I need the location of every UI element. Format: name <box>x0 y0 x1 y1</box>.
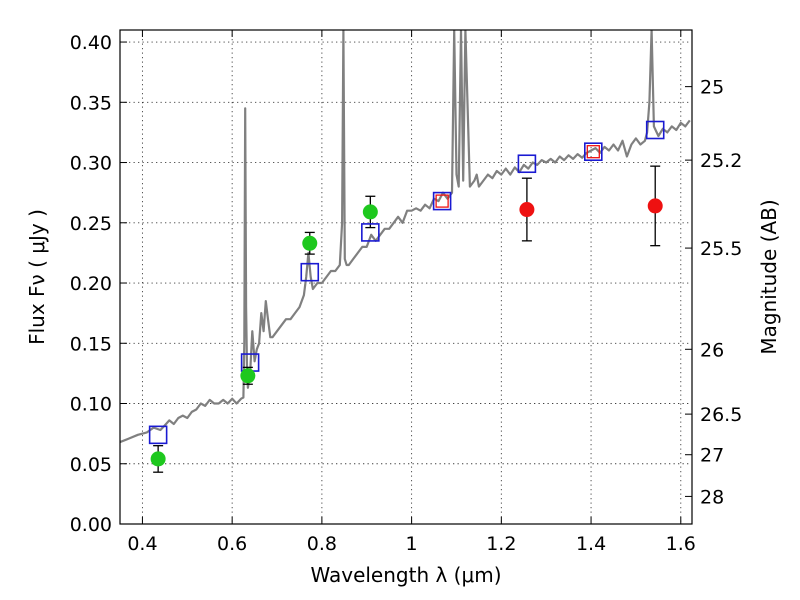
photometry-point <box>647 198 663 214</box>
y-tick-label: 0.30 <box>70 153 112 175</box>
right-axis-label: Magnitude (AB) <box>757 199 781 354</box>
mag-tick-label: 28 <box>700 486 724 508</box>
photometry-point <box>362 204 378 220</box>
x-tick-label: 1.2 <box>486 533 516 555</box>
model-square-marker <box>517 154 537 174</box>
y-tick-label: 0.00 <box>70 514 112 536</box>
y-tick-label: 0.40 <box>70 32 112 54</box>
y-tick-label: 0.20 <box>70 273 112 295</box>
x-tick-label: 1 <box>406 533 418 555</box>
plot-area <box>120 30 691 473</box>
x-tick-label: 0.6 <box>217 533 247 555</box>
photometry-point <box>302 235 318 251</box>
y-tick-label: 0.25 <box>70 213 112 235</box>
mag-tick-label: 25 <box>700 77 724 99</box>
model-square-marker <box>584 142 603 161</box>
photometry-point <box>240 368 256 384</box>
model-square-marker <box>361 223 380 242</box>
y-axis-label: Flux Fν ( μJy ) <box>25 209 49 345</box>
photometry-point <box>150 451 166 467</box>
mag-tick-label: 25.2 <box>700 150 742 172</box>
mag-tick-label: 27 <box>700 445 724 467</box>
x-tick-label: 0.4 <box>127 533 157 555</box>
model-square-marker <box>432 191 452 211</box>
axis-ticks: 0.4 0.6 0.8 1 1.2 1.4 1.6 0.00 0.05 0.10 0.15 0.20 0… <box>70 30 742 555</box>
y-tick-label: 0.05 <box>70 454 112 476</box>
y-tick-label: 0.15 <box>70 333 112 355</box>
y-tick-label: 0.10 <box>70 394 112 416</box>
grid <box>120 30 692 525</box>
model-square-inner-marker <box>435 194 449 208</box>
axes-frame <box>119 29 693 525</box>
x-axis-label: Wavelength λ (μm) <box>310 563 501 587</box>
sed-model-line <box>120 30 691 444</box>
x-tick-label: 0.8 <box>307 533 337 555</box>
model-square-inner-marker <box>586 145 600 159</box>
model-square-marker <box>645 120 665 140</box>
x-tick-label: 1.6 <box>666 533 696 555</box>
mag-tick-label: 25.5 <box>700 238 742 260</box>
x-tick-label: 1.4 <box>576 533 606 555</box>
model-square-marker <box>300 262 320 282</box>
mag-tick-label: 26 <box>700 339 724 361</box>
mag-tick-label: 26.5 <box>700 404 742 426</box>
photometry-point <box>519 202 535 218</box>
model-square-marker <box>148 425 168 445</box>
y-tick-label: 0.35 <box>70 92 112 114</box>
